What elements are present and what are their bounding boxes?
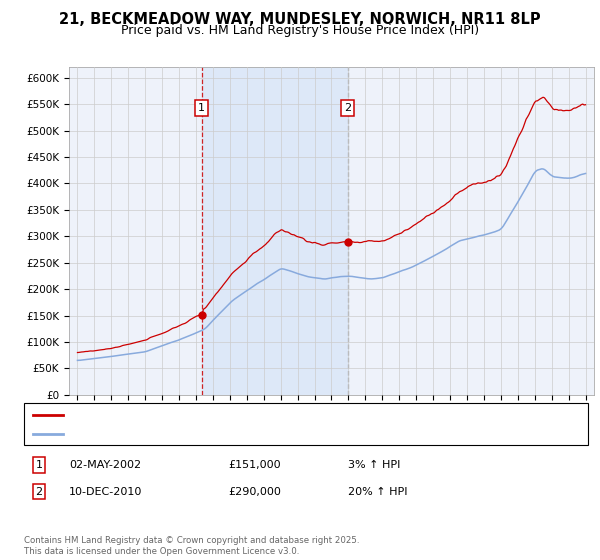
Text: 10-DEC-2010: 10-DEC-2010 <box>69 487 142 497</box>
Bar <box>202 67 347 395</box>
Text: Price paid vs. HM Land Registry's House Price Index (HPI): Price paid vs. HM Land Registry's House … <box>121 24 479 37</box>
Text: 3% ↑ HPI: 3% ↑ HPI <box>348 460 400 470</box>
Text: 1: 1 <box>198 103 205 113</box>
Text: 21, BECKMEADOW WAY, MUNDESLEY, NORWICH, NR11 8LP: 21, BECKMEADOW WAY, MUNDESLEY, NORWICH, … <box>59 12 541 27</box>
Text: £290,000: £290,000 <box>228 487 281 497</box>
Text: 2: 2 <box>344 103 351 113</box>
Text: 2: 2 <box>35 487 43 497</box>
Text: £151,000: £151,000 <box>228 460 281 470</box>
Text: 02-MAY-2002: 02-MAY-2002 <box>69 460 141 470</box>
Text: 21, BECKMEADOW WAY, MUNDESLEY, NORWICH, NR11 8LP (detached house): 21, BECKMEADOW WAY, MUNDESLEY, NORWICH, … <box>69 409 460 419</box>
Text: Contains HM Land Registry data © Crown copyright and database right 2025.
This d: Contains HM Land Registry data © Crown c… <box>24 536 359 556</box>
Text: 20% ↑ HPI: 20% ↑ HPI <box>348 487 407 497</box>
Text: 1: 1 <box>35 460 43 470</box>
Text: HPI: Average price, detached house, North Norfolk: HPI: Average price, detached house, Nort… <box>69 429 323 439</box>
